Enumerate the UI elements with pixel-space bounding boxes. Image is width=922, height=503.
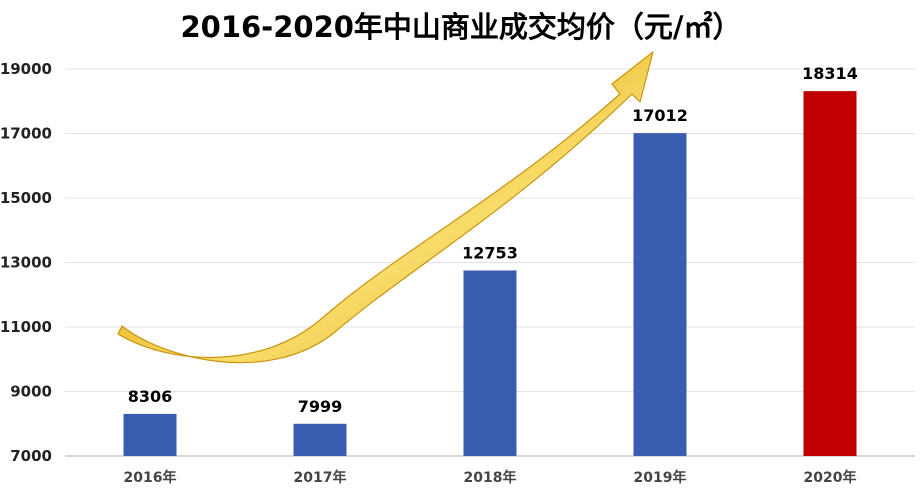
bars <box>123 91 857 456</box>
y-tick-label-7000: 7000 <box>10 447 52 465</box>
data-labels: 8306 7999 12753 17012 18314 <box>128 64 858 416</box>
bar-2018年 <box>463 270 517 456</box>
trend-arrow <box>117 51 654 364</box>
data-label-2020年: 18314 <box>802 64 858 83</box>
x-tick-label-2017年: 2017年 <box>294 469 347 486</box>
data-label-2017年: 7999 <box>298 397 343 416</box>
y-tick-label-15000: 15000 <box>0 189 52 207</box>
x-tick-label-2018年: 2018年 <box>464 469 517 486</box>
data-label-2018年: 12753 <box>462 243 518 262</box>
trend-arrow-shape <box>117 51 654 364</box>
bar-2017年 <box>293 423 347 456</box>
data-label-2019年: 17012 <box>632 106 688 125</box>
x-tick-label-2020年: 2020年 <box>804 469 857 486</box>
bar-2016年 <box>123 413 177 456</box>
chart-title: 2016-2020年中山商业成交均价（元/㎡） <box>180 10 741 44</box>
data-label-2016年: 8306 <box>128 387 173 406</box>
y-tick-label-13000: 13000 <box>0 254 52 272</box>
y-tick-label-19000: 19000 <box>0 60 52 78</box>
x-tick-label-2016年: 2016年 <box>124 469 177 486</box>
x-axis-ticks: 2016年 2017年 2018年 2019年 2020年 <box>124 469 857 486</box>
y-tick-label-9000: 9000 <box>10 383 52 401</box>
bar-2020年 <box>803 91 857 456</box>
y-axis-ticks: 7000 9000 11000 13000 15000 17000 19000 <box>0 60 52 465</box>
y-tick-label-11000: 11000 <box>0 318 52 336</box>
y-tick-label-17000: 17000 <box>0 125 52 143</box>
x-tick-label-2019年: 2019年 <box>634 469 687 486</box>
bar-2019年 <box>633 133 687 456</box>
